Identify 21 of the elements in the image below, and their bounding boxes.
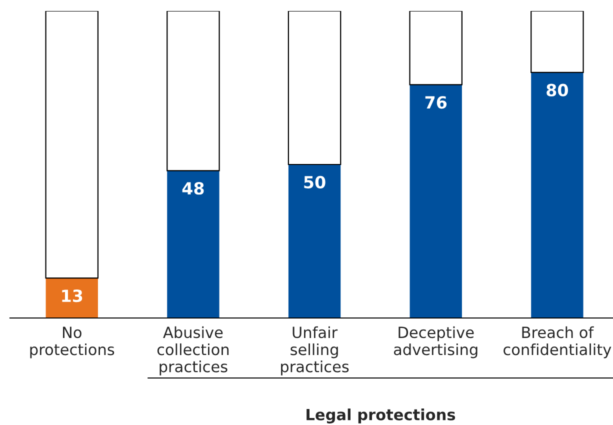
bar xyxy=(46,278,98,318)
bar xyxy=(410,84,462,318)
text: Legal protections xyxy=(306,408,456,424)
bar xyxy=(288,164,341,318)
bar xyxy=(409,11,462,86)
bar xyxy=(288,11,342,166)
x-tick-label: Deceptive advertising xyxy=(394,326,478,358)
data-label: 13 xyxy=(62,289,82,302)
x-tick-label: No protections xyxy=(30,326,114,358)
data-label: 76 xyxy=(425,96,447,109)
bar xyxy=(166,11,220,172)
data-label: 80 xyxy=(546,84,568,96)
bar xyxy=(45,11,99,279)
x-tick-label: Breach of confidentiality xyxy=(504,326,612,358)
data-label: 50 xyxy=(304,176,326,189)
bar xyxy=(530,11,584,73)
data-label: 48 xyxy=(182,182,204,195)
x-tick-label: Unfair selling practices xyxy=(281,326,349,376)
bar xyxy=(531,72,584,318)
x-tick-label: Abusive collection practices xyxy=(157,326,229,376)
bar xyxy=(167,170,220,318)
